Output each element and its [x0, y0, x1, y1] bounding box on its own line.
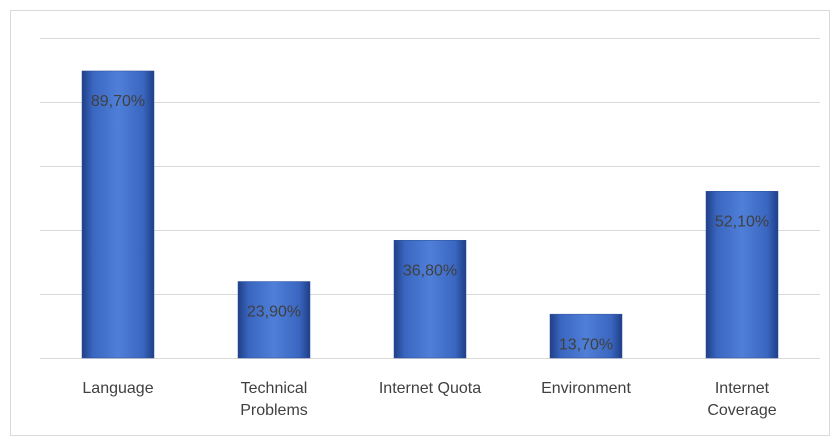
x-tick-label: Internet Coverage — [707, 380, 777, 419]
chart-frame — [10, 10, 830, 436]
data-label: 23,90% — [247, 304, 301, 321]
data-label: 89,70% — [91, 93, 145, 110]
bar — [393, 239, 467, 359]
bar — [81, 70, 155, 359]
data-label: 13,70% — [559, 336, 613, 353]
x-tick-label: Technical Problems — [240, 380, 308, 419]
x-tick-label: Language — [82, 380, 154, 397]
data-label: 36,80% — [403, 262, 457, 279]
x-tick-label: Internet Quota — [378, 380, 482, 397]
x-tick-label: Environment — [541, 380, 631, 397]
bar — [549, 313, 623, 359]
bar — [705, 191, 779, 359]
data-label: 52,10% — [715, 213, 769, 230]
bar — [237, 281, 311, 359]
